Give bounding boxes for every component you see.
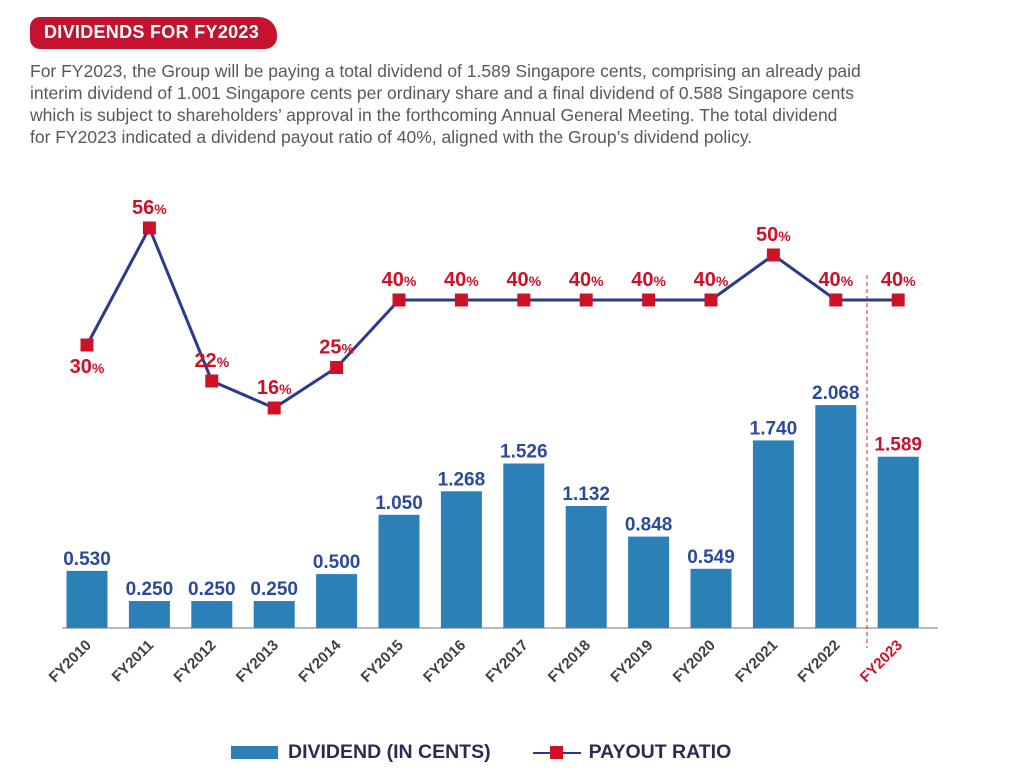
- payout-marker-FY2021: [766, 248, 780, 262]
- payout-value-FY2021: 50%: [756, 224, 791, 246]
- x-label-FY2015: FY2015: [358, 637, 407, 686]
- payout-value-FY2016: 40%: [444, 269, 479, 291]
- bar-value-FY2018: 1.132: [562, 484, 610, 505]
- x-label-FY2014: FY2014: [295, 636, 345, 686]
- intro-line-2: interim dividend of 1.001 Singapore cent…: [30, 83, 855, 103]
- intro-line-1: For FY2023, the Group will be paying a t…: [30, 61, 861, 81]
- bar-FY2012: [191, 601, 233, 628]
- section-title-badge: DIVIDENDS FOR FY2023: [30, 17, 278, 49]
- payout-marker-FY2012: [205, 374, 219, 388]
- payout-ratio-line: [85, 224, 899, 410]
- x-label-FY2016: FY2016: [420, 637, 469, 686]
- bar-FY2022: [815, 405, 857, 628]
- payout-marker-FY2017: [517, 293, 531, 307]
- x-label-FY2018: FY2018: [545, 637, 594, 686]
- bar-FY2015: [378, 514, 420, 628]
- bar-value-FY2023: 1.589: [874, 435, 922, 456]
- chart-legend: DIVIDEND (IN CENTS) PAYOUT RATIO: [231, 741, 731, 764]
- bar-value-FY2017: 1.526: [500, 441, 548, 462]
- x-label-FY2023: FY2023: [857, 637, 906, 686]
- bar-value-FY2015: 1.050: [375, 493, 423, 514]
- payout-legend-marker: [532, 745, 581, 760]
- payout-marker-FY2015: [392, 293, 406, 307]
- bar-value-FY2013: 0.250: [250, 579, 298, 600]
- bar-value-FY2010: 0.530: [63, 549, 111, 570]
- payout-marker-FY2016: [454, 293, 468, 307]
- payout-value-FY2010: 30%: [70, 356, 105, 378]
- payout-marker-FY2020: [704, 293, 718, 307]
- dividend-legend-swatch: [231, 746, 278, 759]
- payout-value-FY2011: 56%: [132, 197, 167, 219]
- bar-value-FY2020: 0.549: [687, 547, 735, 568]
- payout-value-FY2023: 40%: [881, 269, 916, 291]
- x-label-FY2019: FY2019: [607, 637, 656, 686]
- x-label-FY2010: FY2010: [46, 637, 95, 686]
- payout-value-FY2019: 40%: [631, 269, 666, 291]
- bar-value-FY2012: 0.250: [188, 579, 236, 600]
- bar-value-FY2021: 1.740: [750, 418, 798, 439]
- intro-paragraph: For FY2023, the Group will be paying a t…: [30, 60, 861, 148]
- payout-value-FY2017: 40%: [506, 269, 541, 291]
- x-label-FY2012: FY2012: [170, 637, 219, 686]
- bar-FY2017: [503, 463, 545, 628]
- payout-legend-square-icon: [549, 745, 563, 759]
- bar-FY2023: [877, 456, 919, 628]
- payout-marker-FY2018: [579, 293, 593, 307]
- bar-FY2018: [565, 505, 607, 628]
- bar-FY2010: [66, 570, 108, 628]
- x-label-FY2021: FY2021: [732, 637, 781, 686]
- bar-value-FY2011: 0.250: [126, 579, 174, 600]
- bar-FY2014: [316, 574, 358, 628]
- payout-marker-FY2011: [142, 221, 156, 235]
- payout-marker-FY2023: [891, 293, 905, 307]
- payout-value-FY2013: 16%: [257, 377, 292, 399]
- x-label-FY2011: FY2011: [109, 637, 158, 686]
- payout-value-FY2015: 40%: [382, 269, 417, 291]
- payout-value-FY2020: 40%: [694, 269, 729, 291]
- x-label-FY2013: FY2013: [233, 637, 282, 686]
- bar-FY2020: [690, 568, 732, 628]
- x-label-FY2020: FY2020: [670, 637, 719, 686]
- payout-marker-FY2022: [829, 293, 843, 307]
- payout-value-FY2012: 22%: [194, 350, 229, 372]
- bar-value-FY2014: 0.500: [313, 552, 361, 573]
- x-label-FY2022: FY2022: [794, 637, 843, 686]
- intro-line-3: which is subject to shareholders’ approv…: [30, 105, 838, 125]
- payout-marker-FY2010: [80, 338, 94, 352]
- bar-FY2021: [752, 440, 794, 628]
- payout-marker-FY2019: [642, 293, 656, 307]
- x-label-FY2017: FY2017: [482, 637, 531, 686]
- payout-value-FY2018: 40%: [569, 269, 604, 291]
- payout-value-FY2022: 40%: [818, 269, 853, 291]
- bar-FY2011: [128, 601, 170, 628]
- payout-marker-FY2013: [267, 401, 281, 415]
- bar-value-FY2016: 1.268: [438, 469, 486, 490]
- bar-value-FY2019: 0.848: [625, 515, 673, 536]
- intro-line-4: for FY2023 indicated a dividend payout r…: [30, 127, 753, 147]
- bar-FY2016: [440, 491, 482, 628]
- payout-value-FY2014: 25%: [319, 337, 354, 359]
- bar-value-FY2022: 2.068: [812, 383, 860, 404]
- bar-FY2019: [628, 536, 670, 628]
- payout-marker-FY2014: [330, 361, 344, 374]
- bar-FY2013: [253, 601, 295, 628]
- payout-legend-label: PAYOUT RATIO: [588, 741, 732, 763]
- dividend-legend-label: DIVIDEND (IN CENTS): [288, 741, 491, 763]
